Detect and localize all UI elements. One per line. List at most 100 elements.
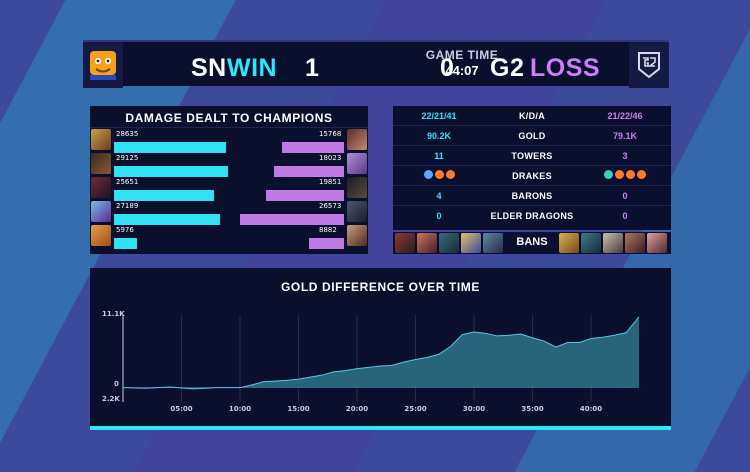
stat-right-value: 0 [622,191,628,201]
stat-left-value: 4 [436,191,442,201]
chart-bottom-bar [90,426,671,430]
team-logo-g2 [629,42,669,88]
gold-difference-chart: 05:00 10:00 15:00 20:00 25:00 30:00 35:00 40:00 [122,315,640,413]
stat-left-value: 0 [436,211,442,221]
x-tick-label: 15:00 [287,405,309,413]
damage-left-value: 5976 [116,226,134,234]
damage-bar-left [114,142,226,153]
stat-right-value: 0 [622,211,628,221]
infernal-drake-icon [445,170,455,179]
champion-portrait [91,153,111,174]
stat-right-value: 3 [622,151,628,161]
bans-label: BANS [516,236,548,248]
damage-bar-right [274,166,344,177]
stat-row-barons: 4 BARONS 0 [393,186,671,206]
stat-left-value: 90.2K [426,131,452,141]
stat-row-elder-dragons: 0 ELDER DRAGONS 0 [393,206,671,226]
damage-left-value: 25651 [116,178,139,186]
champion-portrait [347,201,367,222]
damage-left-value: 29125 [116,154,139,162]
drakes-left [393,170,485,181]
damage-bar-left [114,238,137,249]
ban-portrait [461,233,481,253]
stat-label: ELDER DRAGONS [490,211,574,221]
team-right-result: LOSS [530,54,601,82]
champion-portrait [347,225,367,246]
damage-panel-divider [90,127,368,128]
damage-right-value: 26573 [319,202,342,210]
stat-right-value: 21/22/46 [607,111,643,121]
x-tick-label: 10:00 [229,405,251,413]
ban-portrait [483,233,503,253]
x-tick-label: 35:00 [521,405,543,413]
stat-row-kda: 22/21/41 K/D/A 21/22/46 [393,106,671,126]
stat-left-value: 22/21/41 [421,111,457,121]
stat-row-gold: 90.2K GOLD 79.1K [393,126,671,146]
stat-right-value: 79.1K [612,131,638,141]
ban-portrait [581,233,601,253]
stat-label: GOLD [518,131,546,141]
infernal-drake-icon [434,170,444,179]
scoreboard-header: SN WIN 1 GAME TIME 44:07 0 G2 LOSS [83,40,669,88]
damage-right-value: 19851 [319,178,342,186]
ban-portrait [417,233,437,253]
damage-right-value: 15768 [319,130,342,138]
x-tick-label: 40:00 [580,405,602,413]
damage-left-value: 28635 [116,130,139,138]
drakes-right [579,170,671,181]
y-tick-label: 2.2K [102,395,120,403]
team-logo-sn [83,42,123,88]
stat-label: DRAKES [512,171,552,181]
stat-label: K/D/A [519,111,545,121]
ban-portrait [559,233,579,253]
infernal-drake-icon [626,170,635,179]
damage-panel-title: DAMAGE DEALT TO CHAMPIONS [125,111,333,125]
champion-portrait [91,129,111,150]
gold-difference-line [122,316,640,390]
champion-portrait [347,177,367,198]
team-left-result: WIN [227,54,278,82]
stat-row-drakes: DRAKES [393,166,671,186]
team-right-name: G2 [490,54,525,82]
team-right-score: 0 [440,54,455,82]
champion-portrait [347,153,367,174]
bans-panel: BANS [393,232,671,254]
ban-portrait [395,233,415,253]
stat-label: BARONS [511,191,553,201]
champion-portrait [91,225,111,246]
team-stats-panel: 22/21/41 K/D/A 21/22/46 90.2K GOLD 79.1K… [393,106,671,230]
champion-portrait [91,201,111,222]
x-tick-label: 05:00 [170,405,192,413]
gold-difference-panel: GOLD DIFFERENCE OVER TIME 11.1K 0 2.2K 0… [90,268,671,430]
infernal-drake-icon [615,170,624,179]
damage-bar-left [114,166,228,177]
damage-dealt-panel: DAMAGE DEALT TO CHAMPIONS 28635 15768 29… [90,106,368,254]
ban-portrait [439,233,459,253]
game-time-value: 44:07 [445,63,479,78]
damage-left-value: 27189 [116,202,139,210]
y-tick-label: 0 [114,380,119,388]
ban-portrait [603,233,623,253]
damage-right-value: 8882 [319,226,337,234]
ban-portrait [647,233,667,253]
damage-bar-right [266,190,344,201]
team-left-name: SN [191,54,227,82]
cloud-drake-icon [423,170,433,179]
damage-bar-right [282,142,344,153]
x-tick-label: 30:00 [463,405,485,413]
x-tick-label: 25:00 [404,405,426,413]
champion-portrait [347,129,367,150]
damage-bar-right [309,238,344,249]
gold-difference-area [123,316,639,389]
ocean-drake-icon [604,170,613,179]
champion-portrait [91,177,111,198]
damage-bar-right [240,214,344,225]
ban-portrait [625,233,645,253]
x-tick-label: 20:00 [346,405,368,413]
stat-row-towers: 11 TOWERS 3 [393,146,671,166]
stat-label: TOWERS [511,151,553,161]
damage-right-value: 18023 [319,154,342,162]
y-tick-label: 11.1K [102,310,125,318]
chart-title: GOLD DIFFERENCE OVER TIME [280,280,480,294]
team-left-score: 1 [305,54,320,82]
